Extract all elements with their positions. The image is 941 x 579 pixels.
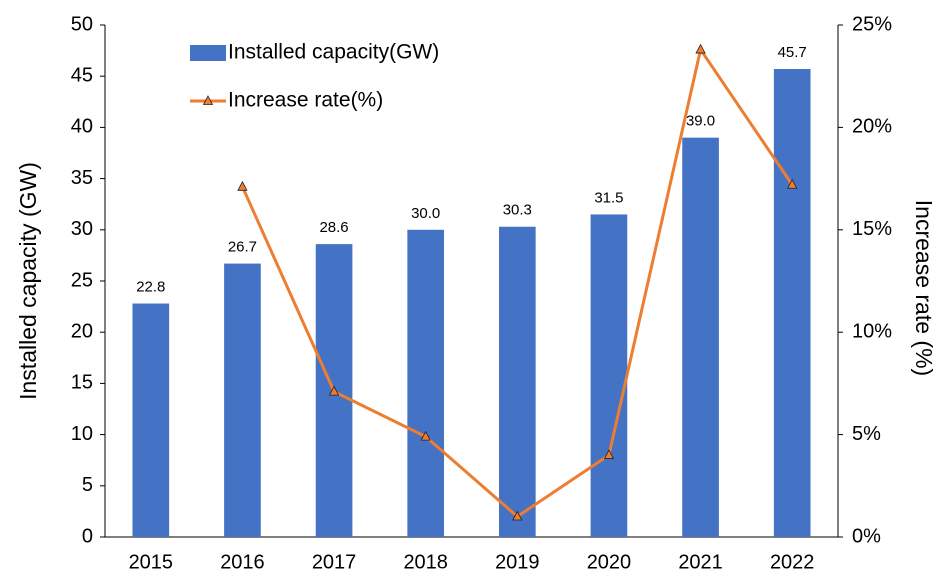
bar [132,303,170,537]
y-axis-label: Installed capacity (GW) [15,162,41,400]
data-label: 31.5 [594,189,623,206]
y-tick-label: 15 [71,372,93,394]
bar [498,226,536,537]
marker [603,449,615,459]
bar [773,69,811,538]
x-tick-label: 2020 [587,551,632,573]
y2-tick-label: 20% [852,116,892,138]
bar [224,263,261,537]
y-tick-label: 30 [71,218,93,240]
x-tick-label: 2017 [312,551,357,573]
bar [407,229,445,538]
data-label: 28.6 [319,219,348,236]
x-tick-label: 2021 [678,551,723,573]
y2-tick-label: 25% [852,13,892,35]
y2-tick-label: 10% [852,320,892,342]
marker [237,180,248,191]
x-tick-label: 2016 [220,551,265,573]
y2-tick-label: 5% [852,423,881,445]
x-tick-label: 2022 [770,551,815,573]
x-tick-label: 2018 [403,551,448,573]
y-tick-label: 50 [71,13,93,35]
data-label: 30.0 [411,205,440,222]
marker [695,43,706,54]
legend-swatch [190,45,226,61]
marker [787,178,798,189]
data-label: 39.0 [686,113,715,130]
y-tick-label: 20 [71,320,93,342]
marker [512,510,523,521]
y-tick-label: 10 [71,423,93,445]
y2-axis-label: Increase rate (%) [911,200,937,376]
legend-marker [202,95,214,105]
y-tick-label: 40 [71,116,93,138]
x-tick-label: 2015 [129,551,174,573]
y2-tick-label: 15% [852,218,892,240]
marker [328,385,340,396]
y-tick-label: 45 [71,64,93,86]
y-tick-label: 0 [82,525,93,547]
data-label: 22.8 [136,278,165,295]
legend-label: Increase rate(%) [228,89,383,112]
y2-tick-label: 0% [852,525,881,547]
data-label: 45.7 [778,44,807,61]
data-label: 30.3 [503,202,532,219]
y-tick-label: 25 [71,269,93,291]
data-label: 26.7 [228,239,257,256]
y-tick-label: 35 [71,167,93,189]
marker [420,430,431,441]
legend-label: Installed capacity(GW) [228,41,439,64]
x-tick-label: 2019 [495,551,540,573]
bar [590,214,628,537]
y-tick-label: 5 [82,474,93,496]
bar [682,137,719,537]
